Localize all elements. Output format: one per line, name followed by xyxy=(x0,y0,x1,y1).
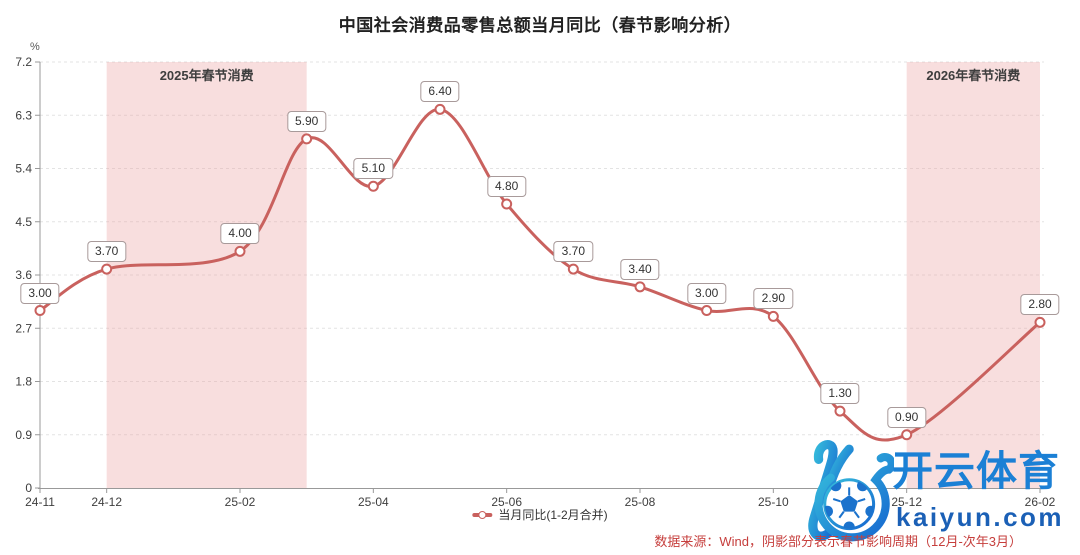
y-axis-tick-label: 6.3 xyxy=(15,108,32,122)
x-axis-tick-label: 24-12 xyxy=(91,495,122,509)
watermark-domain-text: kaiyun.com xyxy=(896,502,1065,532)
y-axis-tick-label: 3.6 xyxy=(15,268,32,282)
data-source-note: 数据来源：Wind，阴影部分表示春节影响周期（12月-次年3月） xyxy=(654,534,1022,549)
region-label: 2026年春节消费 xyxy=(926,68,1020,83)
watermark-brand-text: 开云体育 xyxy=(892,448,1060,494)
x-axis-tick-label: 24-11 xyxy=(25,495,55,509)
y-axis-tick-label: 2.7 xyxy=(15,321,32,335)
data-point-marker[interactable] xyxy=(101,263,113,275)
y-axis-tick-label: 0 xyxy=(25,481,32,495)
x-axis-tick-label: 25-04 xyxy=(358,495,389,509)
y-axis-tick-label: 1.8 xyxy=(15,375,32,389)
data-point-marker[interactable] xyxy=(634,281,646,293)
y-axis-unit-label: % xyxy=(30,41,40,53)
data-point-marker[interactable] xyxy=(34,305,46,316)
legend-item[interactable]: 当月同比(1-2月合并) xyxy=(472,506,608,523)
legend-line-marker-icon xyxy=(472,510,493,519)
data-point-marker[interactable] xyxy=(701,305,713,316)
region-label: 2025年春节消费 xyxy=(160,68,254,83)
data-point-marker[interactable] xyxy=(434,103,446,115)
kaiyun-watermark: 开云体育 kaiyun.com xyxy=(780,437,1080,555)
data-point-marker[interactable] xyxy=(767,310,779,322)
x-axis-tick-label: 26-02 xyxy=(1025,495,1056,509)
data-point-marker[interactable] xyxy=(301,133,313,145)
spring-festival-region xyxy=(106,62,307,488)
x-axis-tick-label: 25-08 xyxy=(625,495,656,509)
data-point-marker[interactable] xyxy=(234,245,246,257)
data-point-marker[interactable] xyxy=(367,180,379,192)
chart-title: 中国社会消费品零售总额当月同比（春节影响分析） xyxy=(338,16,742,35)
kaiyun-logo-icon xyxy=(808,440,894,542)
data-point-marker[interactable] xyxy=(567,263,579,275)
data-point-marker[interactable] xyxy=(1034,316,1046,328)
x-axis-tick-label: 25-06 xyxy=(491,495,522,509)
data-point-marker[interactable] xyxy=(501,198,513,210)
x-axis-tick-label: 25-10 xyxy=(758,495,789,509)
y-axis-tick-label: 7.2 xyxy=(15,55,32,69)
data-point-marker[interactable] xyxy=(901,429,913,441)
x-axis-tick-label: 25-02 xyxy=(225,495,256,509)
data-point-marker[interactable] xyxy=(834,405,846,417)
legend-label: 当月同比(1-2月合并) xyxy=(498,508,608,522)
y-axis-tick-label: 5.4 xyxy=(15,162,32,176)
y-axis-tick-label: 0.9 xyxy=(15,428,32,442)
x-axis-tick-label: 25-12 xyxy=(891,495,922,509)
spring-festival-region xyxy=(906,62,1040,488)
y-axis-tick-label: 4.5 xyxy=(15,215,32,229)
